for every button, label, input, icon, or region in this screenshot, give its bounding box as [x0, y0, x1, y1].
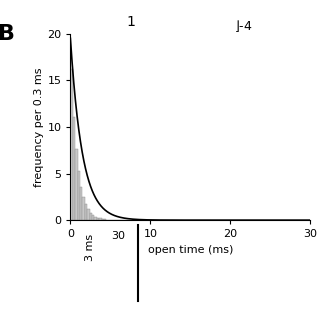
Bar: [70, 69, 73, 220]
Text: B: B: [0, 24, 15, 44]
Bar: [83, 197, 85, 220]
Bar: [92, 215, 94, 220]
Text: 3 ms: 3 ms: [84, 234, 95, 261]
Bar: [78, 171, 80, 220]
Bar: [75, 149, 77, 220]
Bar: [94, 217, 97, 220]
Bar: [85, 204, 87, 220]
Y-axis label: frequency per 0.3 ms: frequency per 0.3 ms: [35, 67, 44, 187]
Text: 30: 30: [111, 231, 125, 241]
Text: 1: 1: [126, 15, 135, 28]
Bar: [80, 187, 82, 220]
Bar: [87, 209, 90, 220]
Bar: [90, 213, 92, 220]
Bar: [97, 218, 99, 220]
Bar: [73, 116, 75, 220]
Bar: [99, 219, 101, 220]
X-axis label: open time (ms): open time (ms): [148, 245, 233, 255]
Bar: [102, 219, 104, 220]
Text: $\rfloor$-4: $\rfloor$-4: [234, 19, 252, 34]
